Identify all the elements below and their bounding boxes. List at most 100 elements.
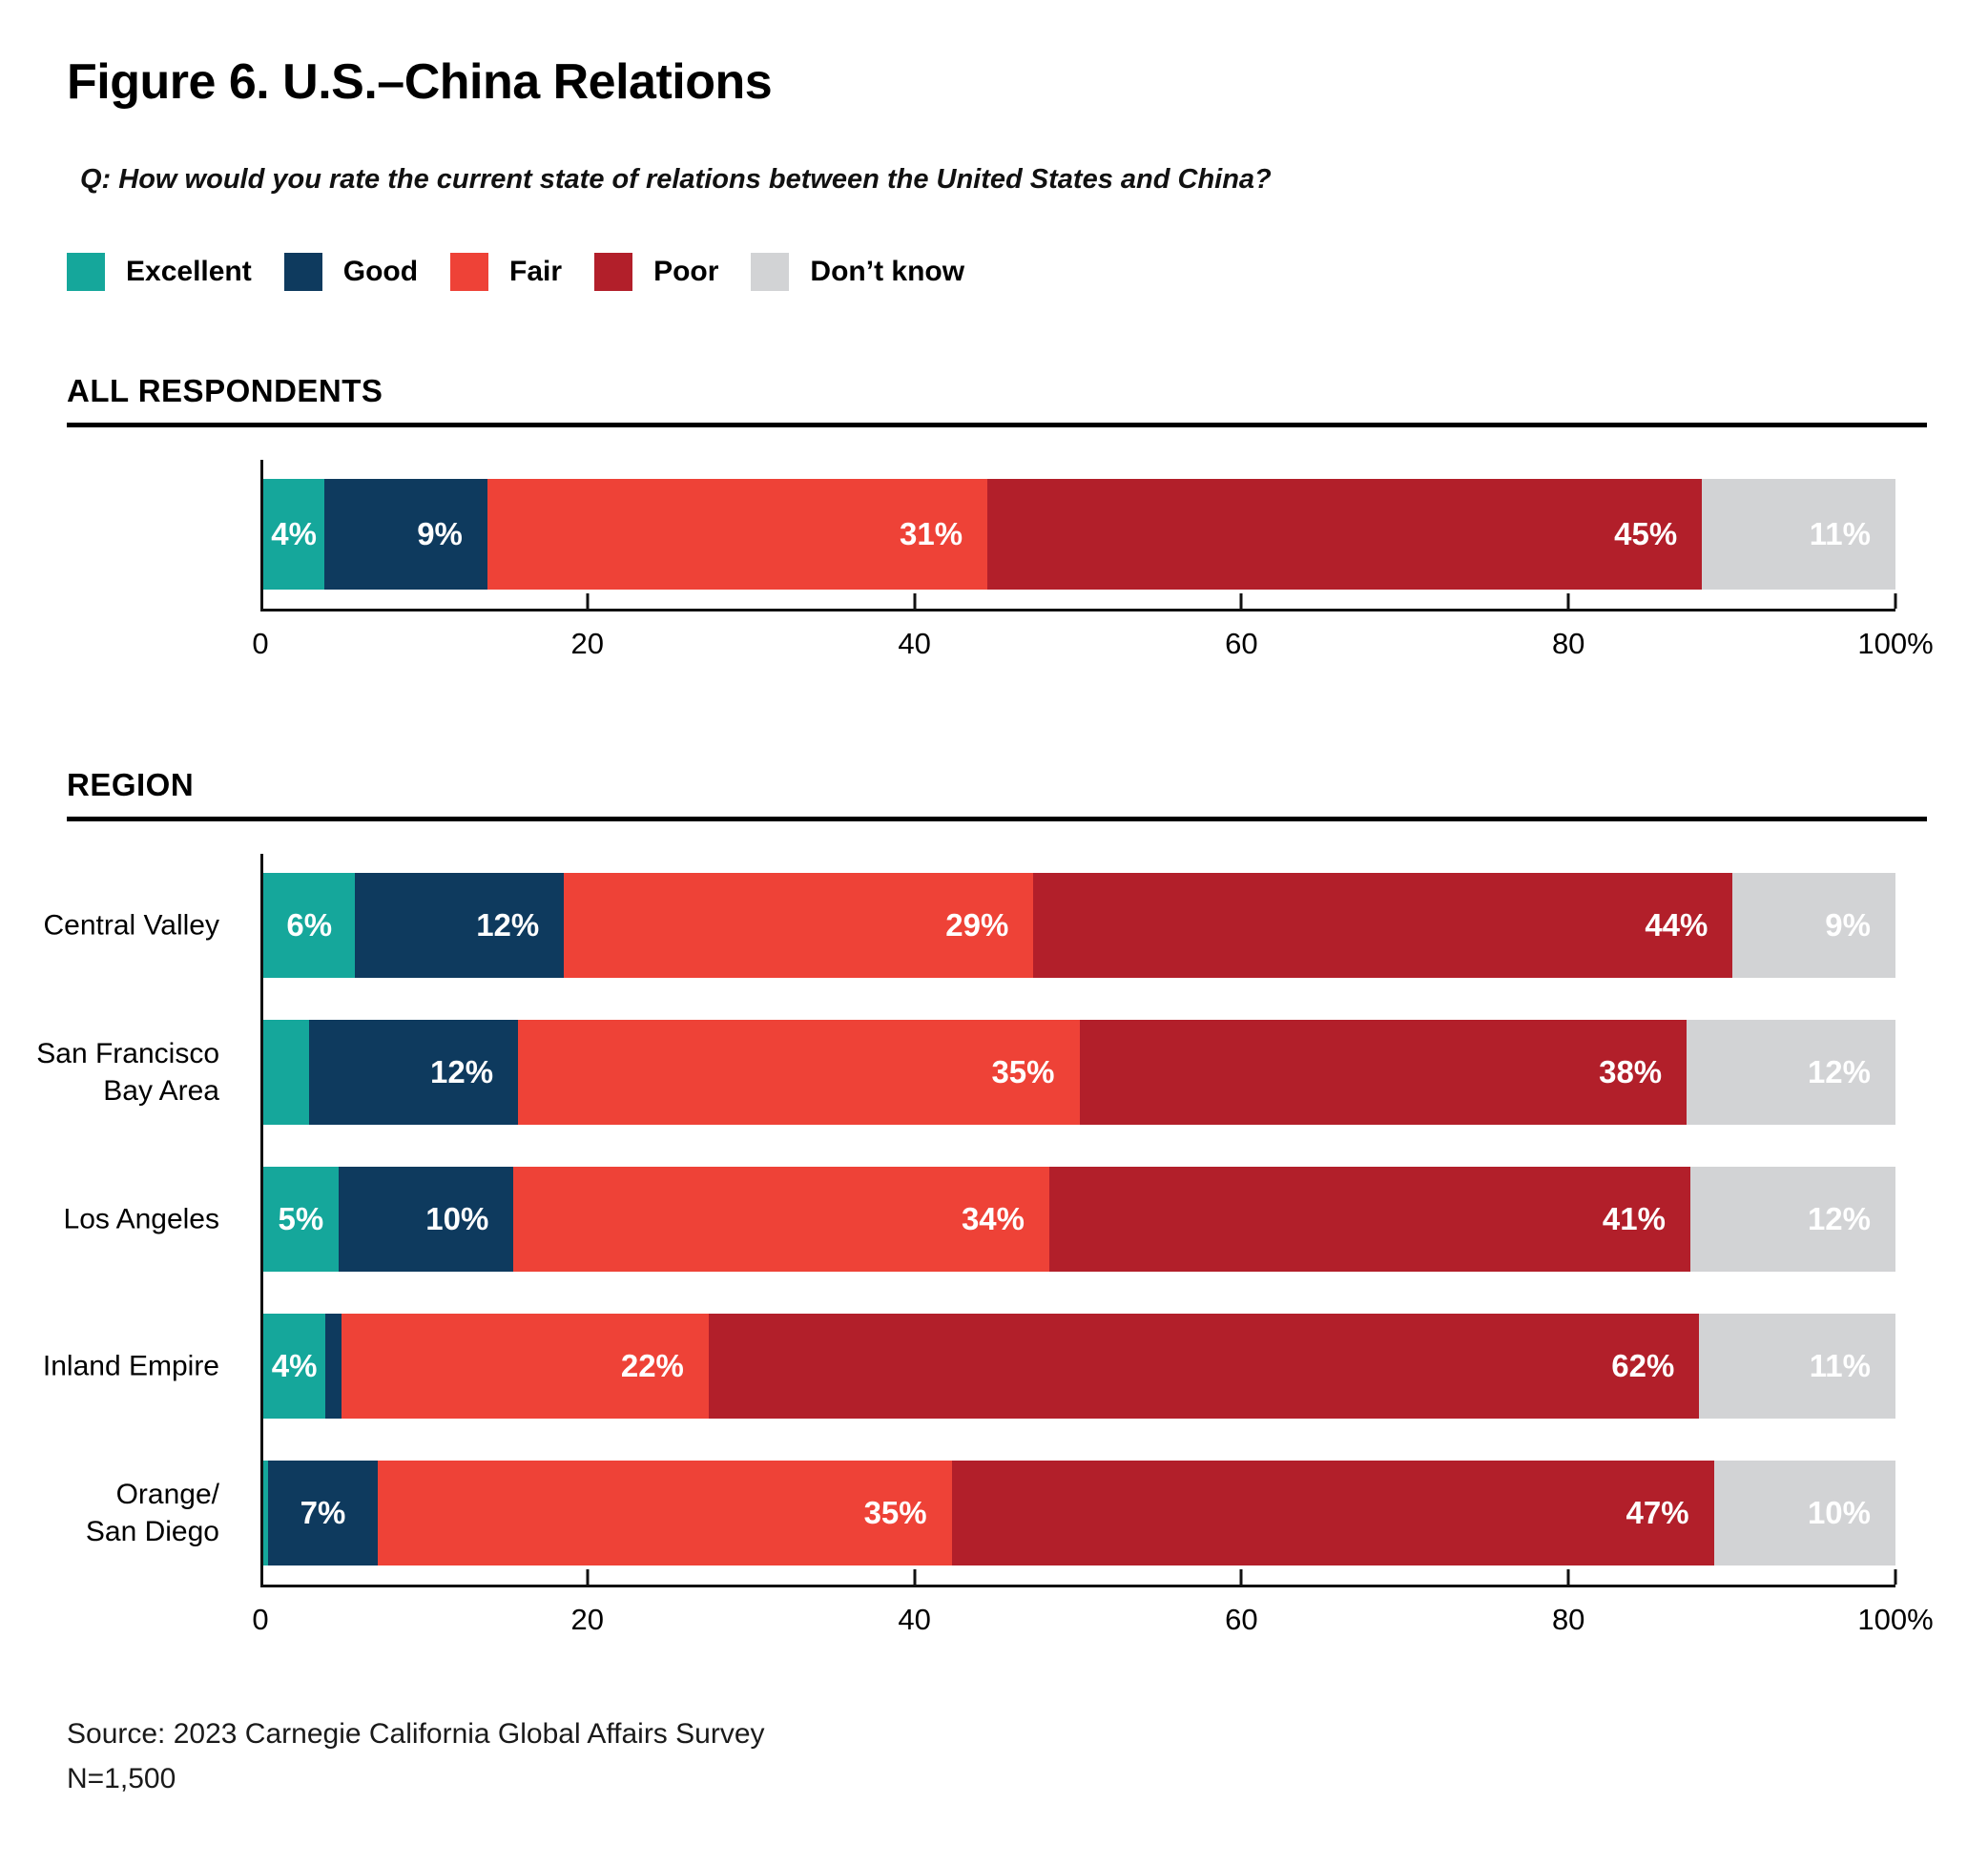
bar-segment-poor: 45%: [987, 479, 1703, 590]
axis-tick: [1239, 593, 1243, 609]
bar-plot: 4% 9% 31% 45% 11% 0 20 40 60 80 100%: [252, 460, 1934, 685]
section-rule: [67, 423, 1927, 427]
segment-value-label: 4%: [271, 1348, 318, 1383]
bar-segment-poor: 38%: [1079, 1020, 1688, 1125]
segment-value-label: 62%: [1611, 1348, 1675, 1383]
axis-tick-label: 40: [898, 627, 931, 660]
segment-value-label: 4%: [271, 516, 317, 551]
legend-item-poor: Poor: [594, 253, 718, 291]
x-axis: 0 20 40 60 80 100%: [252, 593, 1934, 685]
axis-tick: [913, 1569, 917, 1585]
bar-segment-good: 10%: [338, 1167, 514, 1272]
axis-tick: [586, 593, 590, 609]
legend-label: Don’t know: [810, 256, 965, 287]
bar-segment-good: [325, 1314, 342, 1419]
chart-section: REGION Central Valley 6% 12% 29% 44% 9% San Fra…: [36, 767, 1934, 1661]
segment-value-label: 9%: [417, 516, 463, 551]
legend-item-dont_know: Don’t know: [751, 253, 964, 291]
legend-label: Fair: [509, 256, 563, 287]
axis-tick-label: 100%: [1857, 1603, 1934, 1636]
segment-value-label: 12%: [1807, 1054, 1871, 1089]
segment-value-label: 11%: [1809, 1348, 1871, 1383]
bar-segment-good: 9%: [324, 479, 487, 590]
axis-tick-label: 80: [1551, 1603, 1585, 1636]
bar-segment-fair: 22%: [341, 1314, 709, 1419]
plot-body: Central Valley 6% 12% 29% 44% 9% San Francisco…: [36, 854, 1896, 1585]
axis-tick: [913, 593, 917, 609]
bar-row: Inland Empire 4% 22% 62% 11%: [43, 1314, 1895, 1419]
segment-value-label: 41%: [1602, 1201, 1666, 1236]
bar-segment-fair: 31%: [487, 479, 988, 590]
bar-row: Orange/ San Diego 7% 35% 47% 10%: [86, 1461, 1895, 1565]
segment-value-label: 45%: [1614, 516, 1678, 551]
axis-tick: [1894, 593, 1897, 609]
bar-segment-dont_know: 11%: [1699, 1314, 1895, 1419]
axis-tick-label: 100%: [1857, 627, 1934, 660]
bar-segment-fair: 34%: [513, 1167, 1049, 1272]
axis-tick-label: 80: [1551, 627, 1585, 660]
axis-tick: [1566, 593, 1570, 609]
bar-row: Los Angeles 5% 10% 34% 41% 12%: [64, 1167, 1896, 1272]
bar-segment-dont_know: 10%: [1713, 1461, 1895, 1565]
bar-segment-good: 12%: [309, 1020, 519, 1125]
bar-segment-excellent: 4%: [263, 1314, 326, 1419]
legend-label: Good: [342, 256, 419, 287]
axis-tick: [1894, 1569, 1897, 1585]
segment-value-label: 29%: [945, 907, 1009, 943]
chart-section: ALL RESPONDENTS 4% 9% 31% 45% 11% 0 20 40 60 80 100…: [67, 373, 1934, 685]
bar-segment-excellent: [263, 1461, 268, 1565]
segment-value-label: 12%: [1807, 1201, 1872, 1236]
bar-segment-fair: 35%: [518, 1020, 1080, 1125]
row-label: San Francisco Bay Area: [36, 1038, 219, 1107]
dont_know-swatch-icon: [751, 253, 790, 291]
bar-segment-good: 12%: [355, 873, 565, 978]
bar-segment-excellent: 6%: [263, 873, 356, 978]
bar-plot: Central Valley 6% 12% 29% 44% 9% San Francisco…: [36, 854, 1934, 1661]
bar-segment-poor: 41%: [1049, 1167, 1690, 1272]
section-heading: ALL RESPONDENTS: [67, 373, 383, 408]
bar-segment-excellent: 5%: [263, 1167, 339, 1272]
poor-swatch-icon: [594, 253, 633, 291]
section-heading: REGION: [67, 767, 195, 802]
source-block: Source: 2023 Carnegie California Global …: [67, 1712, 1927, 1801]
segment-value-label: 9%: [1825, 907, 1871, 943]
segment-value-label: 10%: [1807, 1495, 1871, 1530]
bar-segment-excellent: 4%: [263, 479, 325, 590]
bar-segment-dont_know: 12%: [1689, 1167, 1896, 1272]
bar-row: 4% 9% 31% 45% 11%: [263, 479, 1895, 590]
fair-swatch-icon: [450, 253, 489, 291]
legend-label: Excellent: [126, 256, 252, 287]
segment-value-label: 38%: [1599, 1054, 1663, 1089]
segment-value-label: 44%: [1645, 907, 1708, 943]
segment-value-label: 31%: [900, 516, 963, 551]
legend-item-good: Good: [283, 253, 419, 291]
legend-item-excellent: Excellent: [67, 253, 252, 291]
survey-question: Q: How would you rate the current state …: [80, 164, 1272, 195]
bar-row: San Francisco Bay Area 12% 35% 38% 12%: [36, 1020, 1895, 1125]
sample-size-note: N=1,500: [67, 1762, 176, 1794]
segment-value-label: 11%: [1809, 516, 1871, 551]
axis-tick-label: 60: [1225, 1603, 1258, 1636]
legend-item-fair: Fair: [450, 253, 562, 291]
axis-tick: [586, 1569, 590, 1585]
axis-tick: [1239, 1569, 1243, 1585]
source-note: Source: 2023 Carnegie California Global …: [67, 1718, 765, 1750]
axis-tick-label: 0: [252, 627, 269, 660]
axis-tick: [1566, 1569, 1570, 1585]
chart-sections: ALL RESPONDENTS 4% 9% 31% 45% 11% 0 20 40 60 80 100…: [36, 373, 1934, 1661]
section-rule: [67, 817, 1927, 821]
excellent-swatch-icon: [67, 253, 105, 291]
row-label: Central Valley: [43, 909, 219, 942]
bar-segment-poor: 44%: [1033, 873, 1733, 978]
plot-body: 4% 9% 31% 45% 11%: [260, 460, 1895, 609]
segment-value-label: 10%: [425, 1201, 489, 1236]
row-label: Inland Empire: [42, 1350, 219, 1382]
bar-segment-fair: 35%: [378, 1461, 952, 1565]
bar-segment-dont_know: 12%: [1687, 1020, 1895, 1125]
segment-value-label: 34%: [961, 1201, 1025, 1236]
x-axis: 0 20 40 60 80 100%: [252, 1569, 1934, 1661]
bar-segment-poor: 62%: [708, 1314, 1700, 1419]
good-swatch-icon: [283, 253, 322, 291]
bar-row: Central Valley 6% 12% 29% 44% 9%: [43, 873, 1895, 978]
bar-segment-fair: 29%: [564, 873, 1034, 978]
